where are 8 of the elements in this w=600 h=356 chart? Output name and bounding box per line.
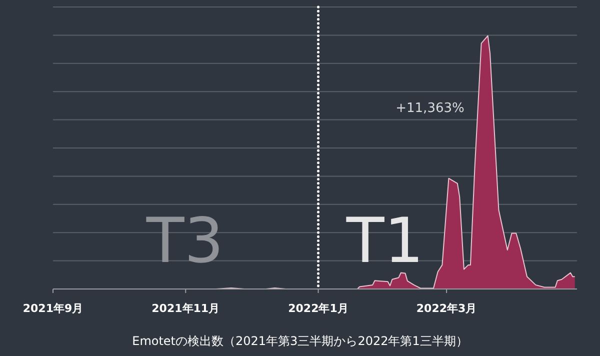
annotation: T1: [346, 204, 424, 277]
x-label: Emotetの検出数（2021年第3三半期から2022年第1三半期）: [132, 334, 468, 348]
annotation: T3: [146, 204, 224, 277]
x-tick-label: 2021年9月: [22, 302, 84, 315]
x-tick-label: 2021年11月: [152, 302, 220, 315]
x-tick-label: 2022年3月: [416, 302, 477, 315]
x-tick-label: 2022年1月: [288, 302, 348, 315]
annotation: +11,363%: [396, 101, 464, 116]
